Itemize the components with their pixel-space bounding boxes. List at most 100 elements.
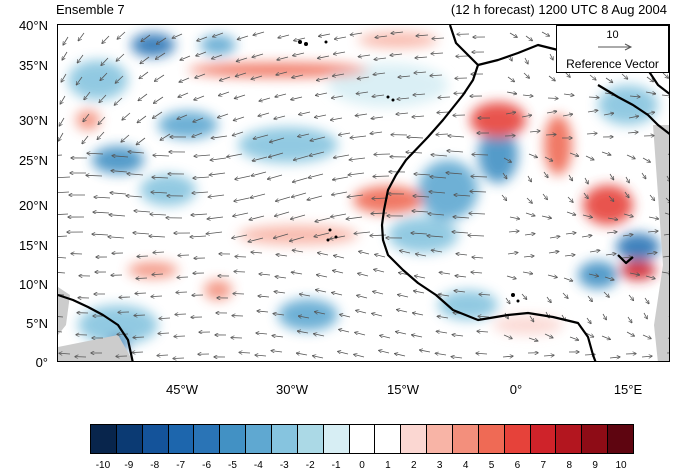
map-graphic <box>58 25 669 361</box>
wind-vector <box>529 131 540 132</box>
wind-vector <box>76 76 83 85</box>
wind-vector <box>454 291 466 292</box>
wind-vector <box>666 175 669 182</box>
wind-vector <box>232 234 248 238</box>
wind-vector <box>138 93 148 101</box>
wind-vector <box>97 131 105 139</box>
wind-vector <box>314 334 325 336</box>
wind-vector <box>249 215 265 220</box>
wind-vector <box>588 97 599 98</box>
wind-vector <box>334 154 350 158</box>
colorbar-label: 7 <box>540 460 547 471</box>
wind-vector <box>251 171 267 176</box>
wind-vector <box>101 57 109 65</box>
colorbar-swatch <box>556 425 583 453</box>
wind-vector <box>278 34 290 38</box>
wind-vector <box>586 133 597 134</box>
wind-vector <box>137 115 147 123</box>
wind-vector <box>212 54 223 59</box>
wind-vector <box>234 94 246 98</box>
wind-vector <box>587 110 598 112</box>
wind-vector <box>317 77 329 80</box>
wind-vector <box>642 157 650 162</box>
wind-vector <box>59 117 65 126</box>
colorbar-label: 5 <box>488 460 495 471</box>
colorbar-swatch <box>608 425 634 453</box>
wind-vector <box>509 217 519 219</box>
wind-vector <box>649 194 654 200</box>
wind-vector <box>334 256 345 259</box>
wind-vector <box>253 134 269 139</box>
wind-vector <box>413 196 430 197</box>
colorbar-label: -8 <box>150 460 160 471</box>
wind-vector <box>227 153 243 157</box>
wind-vector <box>179 77 190 82</box>
wind-vector <box>294 155 309 160</box>
wind-vector <box>470 191 487 192</box>
wind-vector <box>604 276 614 280</box>
wind-vector <box>374 154 391 155</box>
wind-vector <box>453 217 470 218</box>
wind-vector <box>506 92 517 94</box>
wind-vector <box>646 253 657 254</box>
wind-vector <box>416 254 427 256</box>
wind-vector <box>415 57 428 58</box>
wind-vector <box>528 337 538 341</box>
wind-vector <box>395 354 406 357</box>
wind-vector <box>335 37 347 39</box>
wind-vector <box>332 191 348 195</box>
lon-label: 15°W <box>387 382 419 397</box>
wind-vector <box>271 351 283 352</box>
wind-vector <box>192 132 203 137</box>
wind-vector <box>641 172 646 179</box>
wind-vector <box>439 272 451 274</box>
lat-label: 5°N <box>26 316 48 331</box>
lat-label: 15°N <box>18 238 48 253</box>
wind-vector <box>77 54 84 63</box>
colorbar-swatch <box>246 425 273 453</box>
wind-vector <box>663 233 669 236</box>
wind-vector <box>448 136 465 137</box>
wind-vector <box>585 332 594 337</box>
wind-vector <box>545 134 556 135</box>
wind-vector <box>133 233 150 234</box>
colorbar-swatch <box>504 425 531 453</box>
wind-vector <box>645 275 655 279</box>
wind-vector <box>256 333 268 334</box>
wind-vector <box>661 272 669 274</box>
wind-vector <box>233 212 249 216</box>
wind-vector <box>646 76 653 82</box>
wind-vector <box>58 154 63 156</box>
wind-vector <box>601 151 611 155</box>
colorbar-swatch <box>168 425 195 453</box>
wind-vector <box>151 296 163 297</box>
wind-vector <box>478 316 490 317</box>
wind-vector <box>140 56 150 64</box>
wind-vector <box>192 192 209 193</box>
wind-vector <box>589 74 596 80</box>
wind-vector <box>292 192 307 197</box>
wind-vector <box>178 92 189 97</box>
wind-vector <box>398 76 411 77</box>
wind-vector <box>627 132 638 133</box>
wind-vector <box>152 274 164 275</box>
wind-vector <box>291 214 306 219</box>
wind-vector <box>208 195 225 197</box>
wind-vector <box>606 232 617 233</box>
wind-vector <box>565 233 576 234</box>
wind-vector <box>332 96 344 98</box>
wind-vector <box>455 276 467 277</box>
wind-vector <box>61 73 67 82</box>
wind-vector <box>507 76 514 82</box>
wind-vector <box>206 232 223 234</box>
wind-vector <box>334 52 346 54</box>
wind-vector <box>521 293 527 299</box>
wind-vector <box>274 115 286 119</box>
wind-vector <box>609 173 614 180</box>
wind-vector <box>193 117 204 122</box>
wind-vector <box>472 154 489 155</box>
wind-vector <box>294 37 306 41</box>
wind-vector <box>357 77 370 79</box>
colorbar-swatch <box>323 425 350 453</box>
wind-vector <box>522 95 533 96</box>
